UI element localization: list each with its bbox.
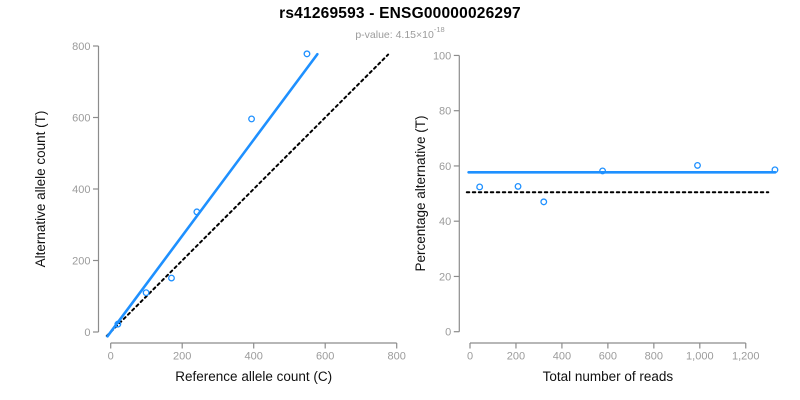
x-tick-label: 200 bbox=[507, 351, 525, 363]
data-point bbox=[599, 167, 607, 175]
x-tick-label: 1,000 bbox=[686, 351, 714, 363]
y-tick-label: 0 bbox=[445, 327, 451, 339]
x-axis-title: Total number of reads bbox=[543, 369, 674, 384]
x-tick-label: 0 bbox=[108, 351, 114, 363]
fit-line bbox=[106, 52, 319, 338]
data-point bbox=[142, 289, 150, 297]
data-point bbox=[540, 198, 548, 206]
data-point bbox=[168, 274, 175, 282]
y-tick-label: 100 bbox=[433, 50, 451, 62]
y-axis-title: Percentage alternative (T) bbox=[413, 115, 428, 271]
x-tick-label: 800 bbox=[388, 351, 406, 363]
x-tick-label: 1,200 bbox=[732, 351, 760, 363]
y-tick-label: 80 bbox=[439, 106, 451, 118]
allele-counts-plot: 0 200 400 600 800 0 200 400 600 800 Reference alle… bbox=[33, 41, 406, 384]
y-tick-label: 60 bbox=[439, 161, 451, 173]
y-tick-label: 800 bbox=[72, 41, 90, 53]
y-axis-title: Alternative allele count (T) bbox=[33, 111, 48, 268]
figure-subtitle: p-value: 4.15×10-18 bbox=[0, 25, 800, 41]
x-axis-title: Reference allele count (C) bbox=[175, 369, 332, 384]
x-tick-label: 400 bbox=[245, 351, 263, 363]
percentage-alternative-plot: 0 20 40 60 80 100 0 200 400 600 800 1,000 1,200 Total… bbox=[413, 50, 779, 384]
data-point bbox=[114, 320, 122, 328]
x-tick-label: 200 bbox=[173, 351, 191, 363]
data-point bbox=[514, 182, 522, 190]
x-tick-label: 400 bbox=[553, 351, 571, 363]
y-tick-label: 40 bbox=[439, 216, 451, 228]
x-tick-label: 600 bbox=[316, 351, 334, 363]
identity-line bbox=[105, 53, 390, 337]
x-tick-label: 600 bbox=[599, 351, 617, 363]
y-tick-label: 0 bbox=[84, 327, 90, 339]
x-tick-label: 0 bbox=[467, 351, 473, 363]
data-point bbox=[303, 50, 311, 58]
data-point bbox=[694, 161, 701, 169]
y-tick-label: 400 bbox=[72, 184, 90, 196]
data-point bbox=[248, 115, 256, 123]
p-value-base: p-value: 4.15×10 bbox=[355, 29, 434, 41]
data-point bbox=[771, 166, 779, 174]
y-tick-label: 600 bbox=[72, 112, 90, 124]
data-point bbox=[193, 208, 201, 216]
p-value-exponent: -18 bbox=[433, 25, 445, 34]
figure-title: rs41269593 - ENSG00000026297 bbox=[279, 5, 521, 22]
data-point bbox=[476, 183, 484, 191]
y-tick-label: 200 bbox=[72, 255, 90, 267]
x-tick-label: 800 bbox=[645, 351, 663, 363]
y-tick-label: 20 bbox=[439, 271, 451, 283]
